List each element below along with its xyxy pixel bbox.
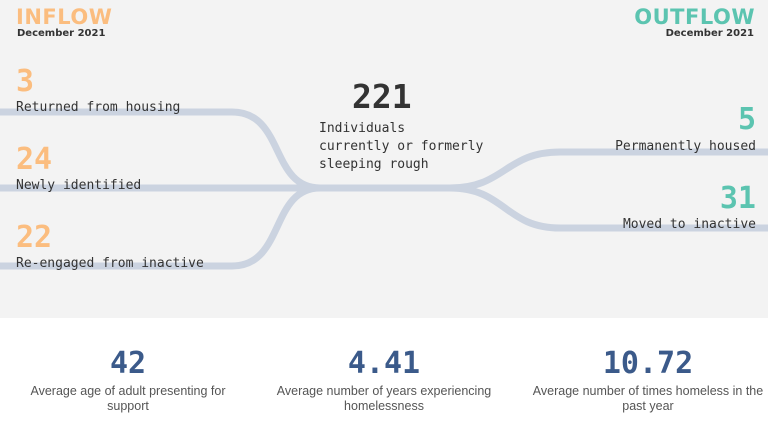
flow-line-moved-to-inactive [449,184,768,232]
center-total-value: 221 [352,77,412,116]
center-total-label: Individuals currently or formerly sleepi… [319,121,484,172]
inflow-period: December 2021 [17,28,106,39]
inflow-reengaged-label: Re-engaged from inactive [16,256,204,271]
outflow-title: OUTFLOW [634,5,755,29]
outflow-housed-label: Permanently housed [615,139,756,154]
stat-years-homeless-label: Average number of years experiencing hom… [276,384,492,413]
stat-years-homeless-value: 4.41 [347,346,421,381]
flow-line-re-engaged [0,184,321,270]
stat-average-age-value: 42 [109,346,147,381]
stat-years-homeless: 4.41 Average number of years experiencin… [264,346,504,414]
outflow-housed-value: 5 [737,102,756,137]
inflow-returned-label: Returned from housing [16,100,181,115]
outflow-inactive-label: Moved to inactive [622,217,756,232]
stat-times-homeless: 10.72 Average number of times homeless i… [528,346,768,414]
outflow-period: December 2021 [665,28,754,39]
inflow-reengaged-value: 22 [16,220,53,255]
inflow-new-label: Newly identified [16,178,142,193]
flow-line-returned-from-housing [0,108,321,192]
stat-times-homeless-value: 10.72 [602,346,694,381]
stat-average-age: 42 Average age of adult presenting for s… [8,346,248,414]
stat-times-homeless-label: Average number of times homeless in the … [532,384,764,413]
inflow-title: INFLOW [16,5,113,29]
inflow-new-value: 24 [16,142,53,177]
stat-average-age-label: Average age of adult presenting for supp… [30,384,226,413]
flow-diagram [0,108,768,270]
flow-panel: INFLOW December 2021 3 Returned from hou… [0,0,768,318]
inflow-returned-value: 3 [16,64,35,99]
outflow-inactive-value: 31 [719,181,756,216]
